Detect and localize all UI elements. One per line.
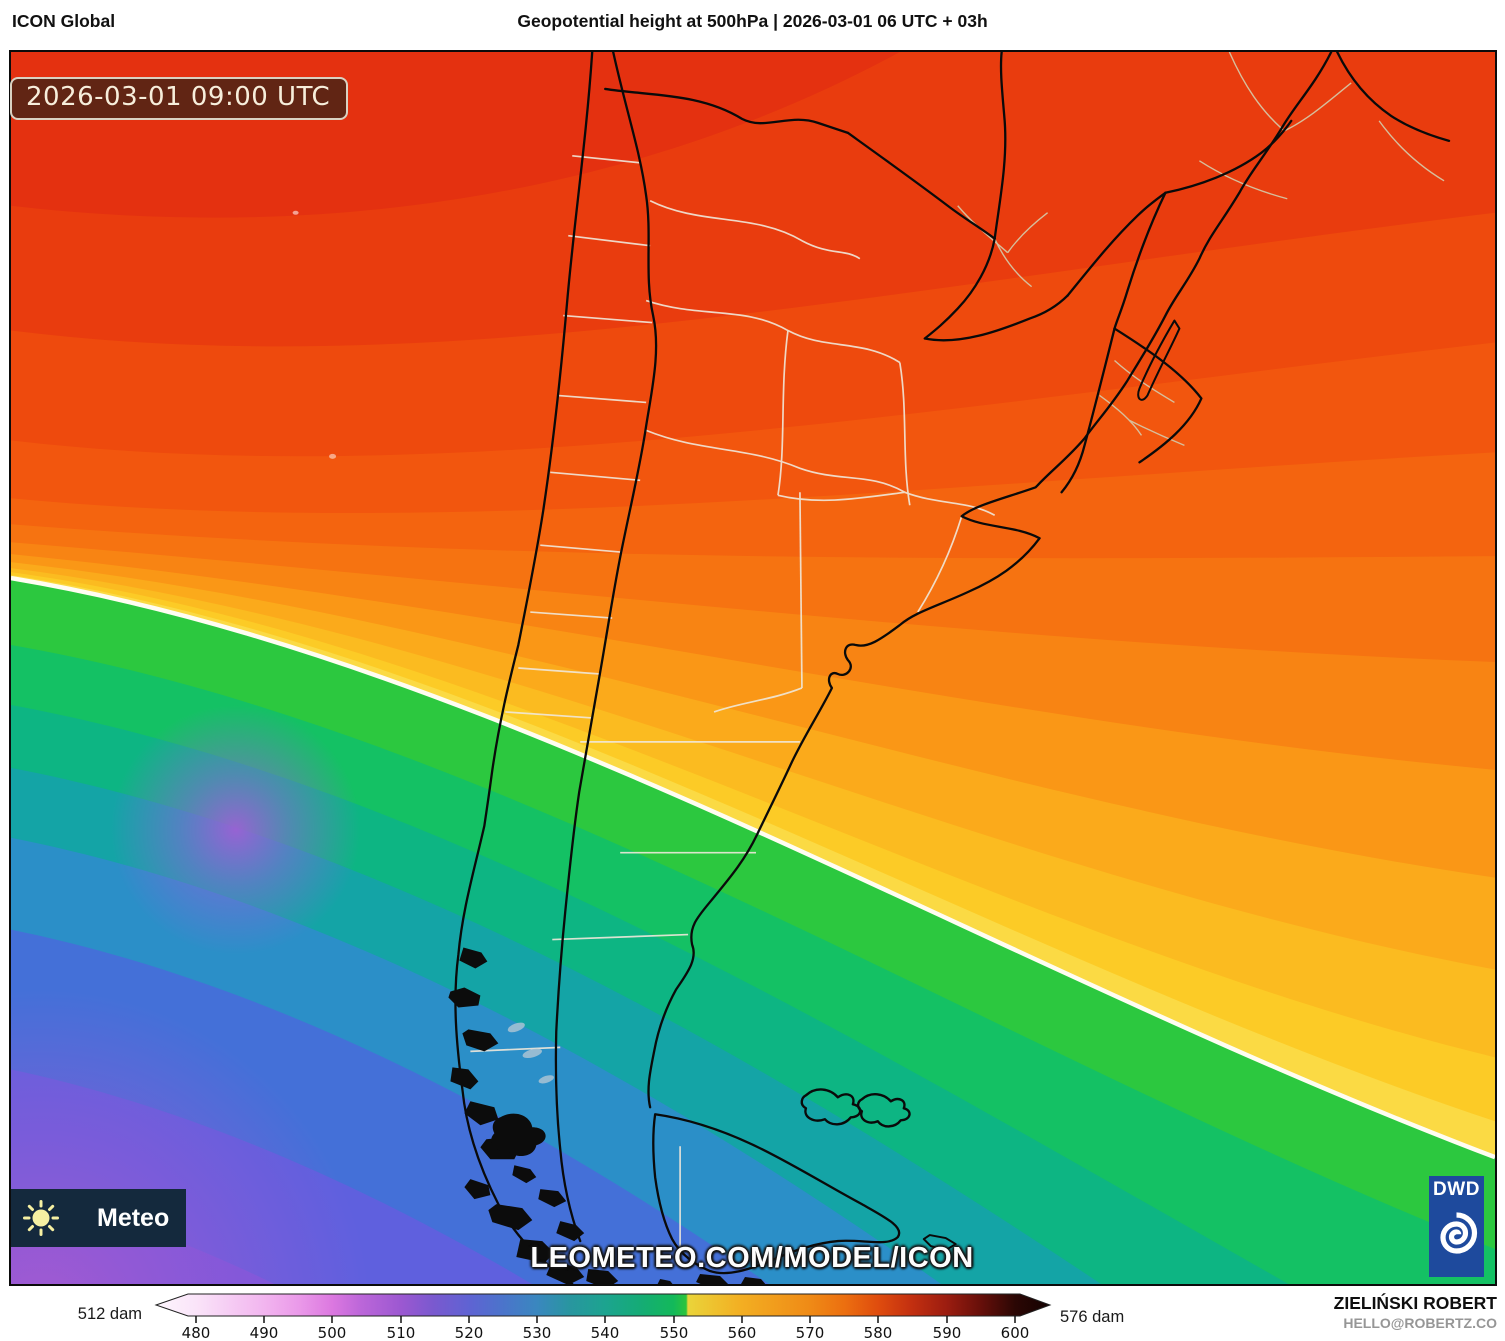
tick-label: 560 (728, 1324, 757, 1341)
header-bar: ICON Global Geopotential height at 500hP… (0, 0, 1505, 45)
tick-label: 490 (250, 1324, 279, 1341)
colorbar-ticks (195, 1316, 1016, 1323)
pilcomayo-border (846, 131, 996, 240)
dwd-logo: DWD (1429, 1176, 1484, 1277)
foreign-admin-borders (957, 52, 1445, 447)
falkland-east (856, 1093, 911, 1128)
uruguay-river (1060, 327, 1116, 494)
author-email: HELLO@ROBERTZ.CO (1343, 1315, 1497, 1332)
falkland-west (800, 1088, 862, 1126)
dwd-spiral-icon (1440, 1212, 1478, 1254)
page-title: Geopotential height at 500hPa | 2026-03-… (517, 11, 988, 31)
credits: ZIELIŃSKI ROBERT HELLO@ROBERTZ.CO (1334, 1293, 1497, 1331)
widget-label: Meteo (97, 1203, 170, 1232)
meteo-widget: Meteo (11, 1189, 186, 1247)
tierra-del-fuego (652, 1113, 901, 1275)
misiones-west (1066, 191, 1167, 297)
atlantic-coast (647, 52, 1333, 1109)
watermark: LEOMETEO.COM/MODEL/ICON (530, 1242, 974, 1274)
legend-max-label: 576 dam (1060, 1308, 1125, 1326)
color-scale-legend: 480 490 500 510 520 530 540 550 560 570 … (154, 1293, 1052, 1341)
tick-label: 600 (1001, 1324, 1030, 1341)
tick-label: 550 (660, 1324, 689, 1341)
sun-icon (23, 1200, 59, 1236)
colorbar (154, 1293, 1052, 1317)
tick-label: 500 (318, 1324, 347, 1341)
lagoon (1137, 319, 1181, 401)
author-name: ZIELIŃSKI ROBERT (1333, 1293, 1497, 1313)
chile-argentina-border (554, 52, 658, 1243)
model-name: ICON Global (12, 11, 116, 31)
uruguay-brazil-border (1113, 327, 1203, 464)
tick-label: 540 (591, 1324, 620, 1341)
geopotential-field (11, 52, 1495, 1284)
weather-map (9, 50, 1497, 1286)
purple-low-center (110, 704, 361, 955)
map-canvas (11, 52, 1495, 1284)
dwd-logo-text: DWD (1433, 1179, 1480, 1200)
tick-label: 570 (796, 1324, 825, 1341)
province-borders (470, 154, 996, 1252)
misiones-east (1113, 191, 1167, 330)
tick-label: 510 (387, 1324, 416, 1341)
brazil-border-ne (1164, 119, 1293, 194)
bolivia-border (604, 87, 850, 135)
tick-label: 530 (523, 1324, 552, 1341)
tick-label: 580 (864, 1324, 893, 1341)
contour-552-line (11, 575, 1495, 1160)
pacific-coast (454, 52, 594, 1284)
tick-label: 520 (455, 1324, 484, 1341)
tick-label: 590 (933, 1324, 962, 1341)
tick-label: 480 (182, 1324, 211, 1341)
parana-border (923, 237, 1069, 342)
valid-time-badge: 2026-03-01 09:00 UTC (10, 77, 349, 120)
patagonia-archipelago (448, 947, 766, 1284)
coastlines-borders (454, 52, 1451, 1284)
legend-min-label: 512 dam (77, 1305, 142, 1323)
colorbar-tick-labels: 480 490 500 510 520 530 540 550 560 570 … (182, 1324, 1030, 1341)
isla-de-los-estados (922, 1234, 957, 1252)
andean-lakes (507, 1022, 554, 1084)
brazil-border-coastal (1336, 52, 1451, 143)
paraguay-river (993, 52, 1007, 240)
